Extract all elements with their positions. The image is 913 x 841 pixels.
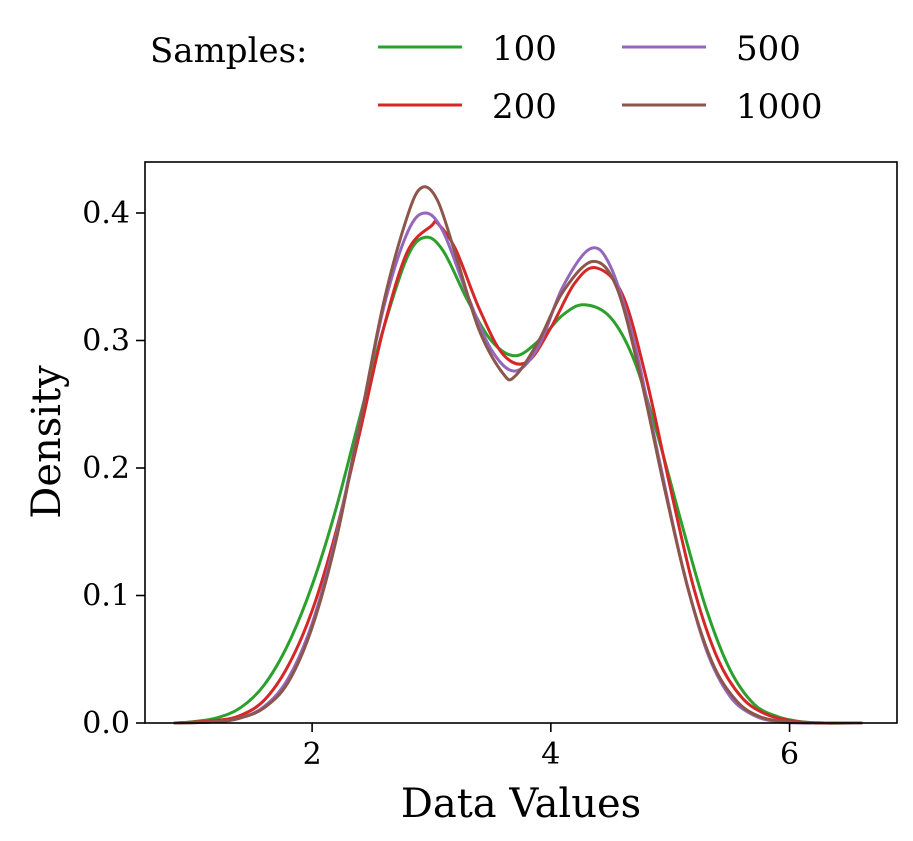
legend-label-200: 200: [492, 87, 557, 127]
y-tick-label: 0.1: [82, 579, 130, 614]
legend: Samples: 100 200 500 1000: [150, 29, 823, 127]
y-tick-label: 0.2: [82, 451, 130, 486]
x-axis-label: Data Values: [401, 781, 641, 827]
series-line-1000: [173, 185, 863, 725]
x-axis-ticks: 2 4 6: [303, 723, 799, 772]
x-tick-label: 4: [541, 737, 560, 772]
x-tick-label: 6: [780, 737, 799, 772]
legend-title: Samples:: [150, 31, 307, 71]
legend-label-1000: 1000: [736, 87, 823, 127]
series-line-100: [173, 235, 863, 725]
series-line-500: [173, 211, 863, 725]
y-tick-label: 0.4: [82, 196, 130, 231]
series-line-200: [173, 219, 863, 725]
plot-frame: [144, 161, 898, 724]
legend-label-500: 500: [736, 29, 801, 69]
y-axis-ticks: 0.0 0.1 0.2 0.3 0.4: [82, 196, 145, 741]
y-tick-label: 0.3: [82, 324, 130, 359]
legend-label-100: 100: [492, 29, 557, 69]
y-axis-label: Density: [24, 365, 70, 519]
x-tick-label: 2: [303, 737, 322, 772]
plot-lines: [173, 185, 863, 725]
y-tick-label: 0.0: [82, 706, 130, 741]
